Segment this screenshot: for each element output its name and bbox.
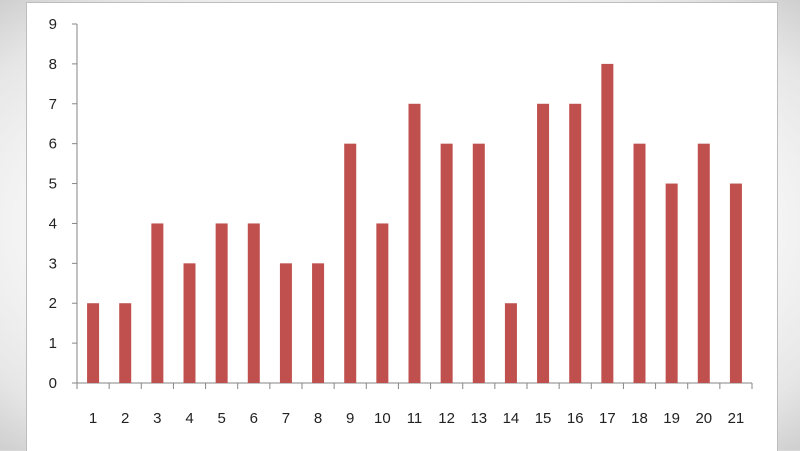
chart-area: [26, 2, 778, 451]
y-tick-label: 1: [49, 335, 57, 352]
y-tick-label: 7: [49, 96, 57, 113]
bar-21: [729, 183, 742, 383]
x-tick-label: 1: [89, 410, 97, 427]
bar-7: [279, 263, 292, 383]
bar-18: [633, 143, 646, 383]
x-tick-label: 16: [567, 410, 584, 427]
x-tick-label: 11: [407, 410, 423, 427]
bar-20: [697, 143, 710, 383]
x-tick-label: 19: [663, 410, 680, 427]
y-tick-label: 2: [49, 295, 57, 312]
y-tick-label: 3: [49, 255, 57, 272]
x-tick-label: 17: [599, 410, 616, 427]
bars: [87, 63, 742, 384]
x-tick-label: 15: [535, 410, 552, 427]
x-tick-label: 20: [695, 410, 712, 427]
bar-16: [569, 103, 582, 384]
x-tick-label: 14: [503, 410, 520, 427]
bar-9: [344, 143, 357, 383]
bar-17: [601, 63, 614, 384]
x-tick-labels: 1 2 3 4 5 6 7 8 9 10 11 12 13 14 15 16 17 18 19 20 21: [89, 410, 744, 427]
y-tick-label: 9: [49, 16, 57, 33]
x-tick-label: 8: [314, 410, 322, 427]
y-tick-labels: 0 1 2 3 4 5 6 7 8 9: [49, 16, 57, 392]
bar-3: [151, 223, 164, 383]
x-tick-label: 6: [250, 410, 258, 427]
bar-4: [183, 263, 196, 383]
y-tick-label: 8: [49, 56, 57, 73]
x-tick-label: 4: [185, 410, 193, 427]
bar-10: [376, 223, 389, 383]
x-tick-label: 18: [631, 410, 648, 427]
x-tick-label: 9: [346, 410, 354, 427]
bar-2: [119, 303, 132, 383]
x-tick-label: 12: [438, 410, 455, 427]
y-tick-label: 0: [49, 375, 57, 392]
y-tick-label: 5: [49, 176, 57, 193]
x-tick-label: 3: [153, 410, 161, 427]
x-tick-label: 13: [470, 410, 487, 427]
x-tick-label: 21: [728, 410, 745, 427]
bar-8: [312, 263, 325, 383]
bar-19: [665, 183, 678, 383]
bar-5: [215, 223, 228, 383]
bar-13: [472, 143, 485, 383]
y-tick-label: 6: [49, 136, 57, 153]
bar-6: [247, 223, 260, 383]
x-tick-label: 2: [121, 410, 129, 427]
bar-1: [87, 303, 100, 383]
x-tick-label: 5: [217, 410, 225, 427]
bar-11: [408, 103, 421, 384]
x-tick-label: 10: [374, 410, 391, 427]
bar-12: [440, 143, 453, 383]
bar-14: [504, 303, 517, 383]
x-tick-label: 7: [282, 410, 290, 427]
y-tick-label: 4: [49, 215, 57, 232]
bar-15: [537, 103, 550, 384]
